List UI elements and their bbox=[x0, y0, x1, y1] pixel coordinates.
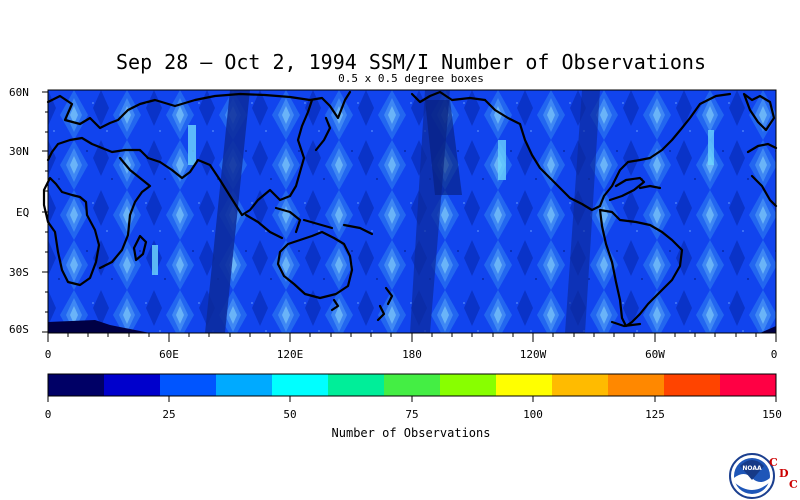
colorbar-cell bbox=[440, 374, 497, 396]
colorbar-cell bbox=[328, 374, 385, 396]
colorbar-title: Number of Observations bbox=[331, 426, 491, 440]
colorbar-cell bbox=[104, 374, 161, 396]
chart-title: Sep 28 – Oct 2, 1994 SSM/I Number of Obs… bbox=[115, 50, 706, 74]
lon-label-0-right: 0 bbox=[770, 348, 778, 361]
colorbar-label-125: 125 bbox=[645, 408, 665, 421]
lon-ticks bbox=[47, 333, 777, 342]
lon-label-60e: 60E bbox=[159, 348, 179, 361]
lon-label-180: 180 bbox=[402, 348, 422, 361]
lat-label-30s: 30S bbox=[9, 266, 29, 279]
logo-letter-c2: C bbox=[789, 478, 798, 491]
colorbar-cell bbox=[48, 374, 105, 396]
chart-subtitle: 0.5 x 0.5 degree boxes bbox=[338, 72, 484, 85]
colorbar-cell bbox=[720, 374, 777, 396]
noaa-emblem-icon: NOAA bbox=[729, 453, 775, 499]
colorbar-cell bbox=[272, 374, 329, 396]
lat-label-60s: 60S bbox=[9, 323, 29, 336]
lat-ticks bbox=[42, 91, 48, 333]
lat-label-60n: 60N bbox=[9, 86, 29, 99]
noaa-cdc-logo: NOAA C D C bbox=[729, 453, 798, 499]
colorbar-cell bbox=[384, 374, 441, 396]
colorbar-cell bbox=[664, 374, 721, 396]
lat-label-eq: EQ bbox=[16, 206, 30, 219]
noaa-text: NOAA bbox=[742, 465, 762, 472]
observation-map bbox=[48, 90, 776, 333]
logo-letter-d: D bbox=[779, 467, 789, 480]
colorbar-label-25: 25 bbox=[162, 408, 176, 421]
colorbar-label-50: 50 bbox=[283, 408, 297, 421]
lon-label-120w: 120W bbox=[519, 348, 547, 361]
colorbar-cell bbox=[608, 374, 665, 396]
colorbar-cell bbox=[552, 374, 609, 396]
colorbar-cell bbox=[216, 374, 273, 396]
colorbar-ticks bbox=[47, 396, 777, 402]
colorbar-label-100: 100 bbox=[523, 408, 543, 421]
lon-label-60w: 60W bbox=[645, 348, 665, 361]
lon-label-0: 0 bbox=[44, 348, 52, 361]
logo-letter-c1: C bbox=[769, 456, 778, 469]
colorbar-cell bbox=[160, 374, 217, 396]
coastlines bbox=[42, 90, 778, 328]
lon-label-120e: 120E bbox=[276, 348, 304, 361]
colorbar-cell bbox=[496, 374, 553, 396]
colorbar-label-0: 0 bbox=[44, 408, 52, 421]
colorbar bbox=[48, 374, 777, 396]
colorbar-label-150: 150 bbox=[762, 408, 782, 421]
lat-label-30n: 30N bbox=[9, 145, 29, 158]
colorbar-label-75: 75 bbox=[405, 408, 419, 421]
